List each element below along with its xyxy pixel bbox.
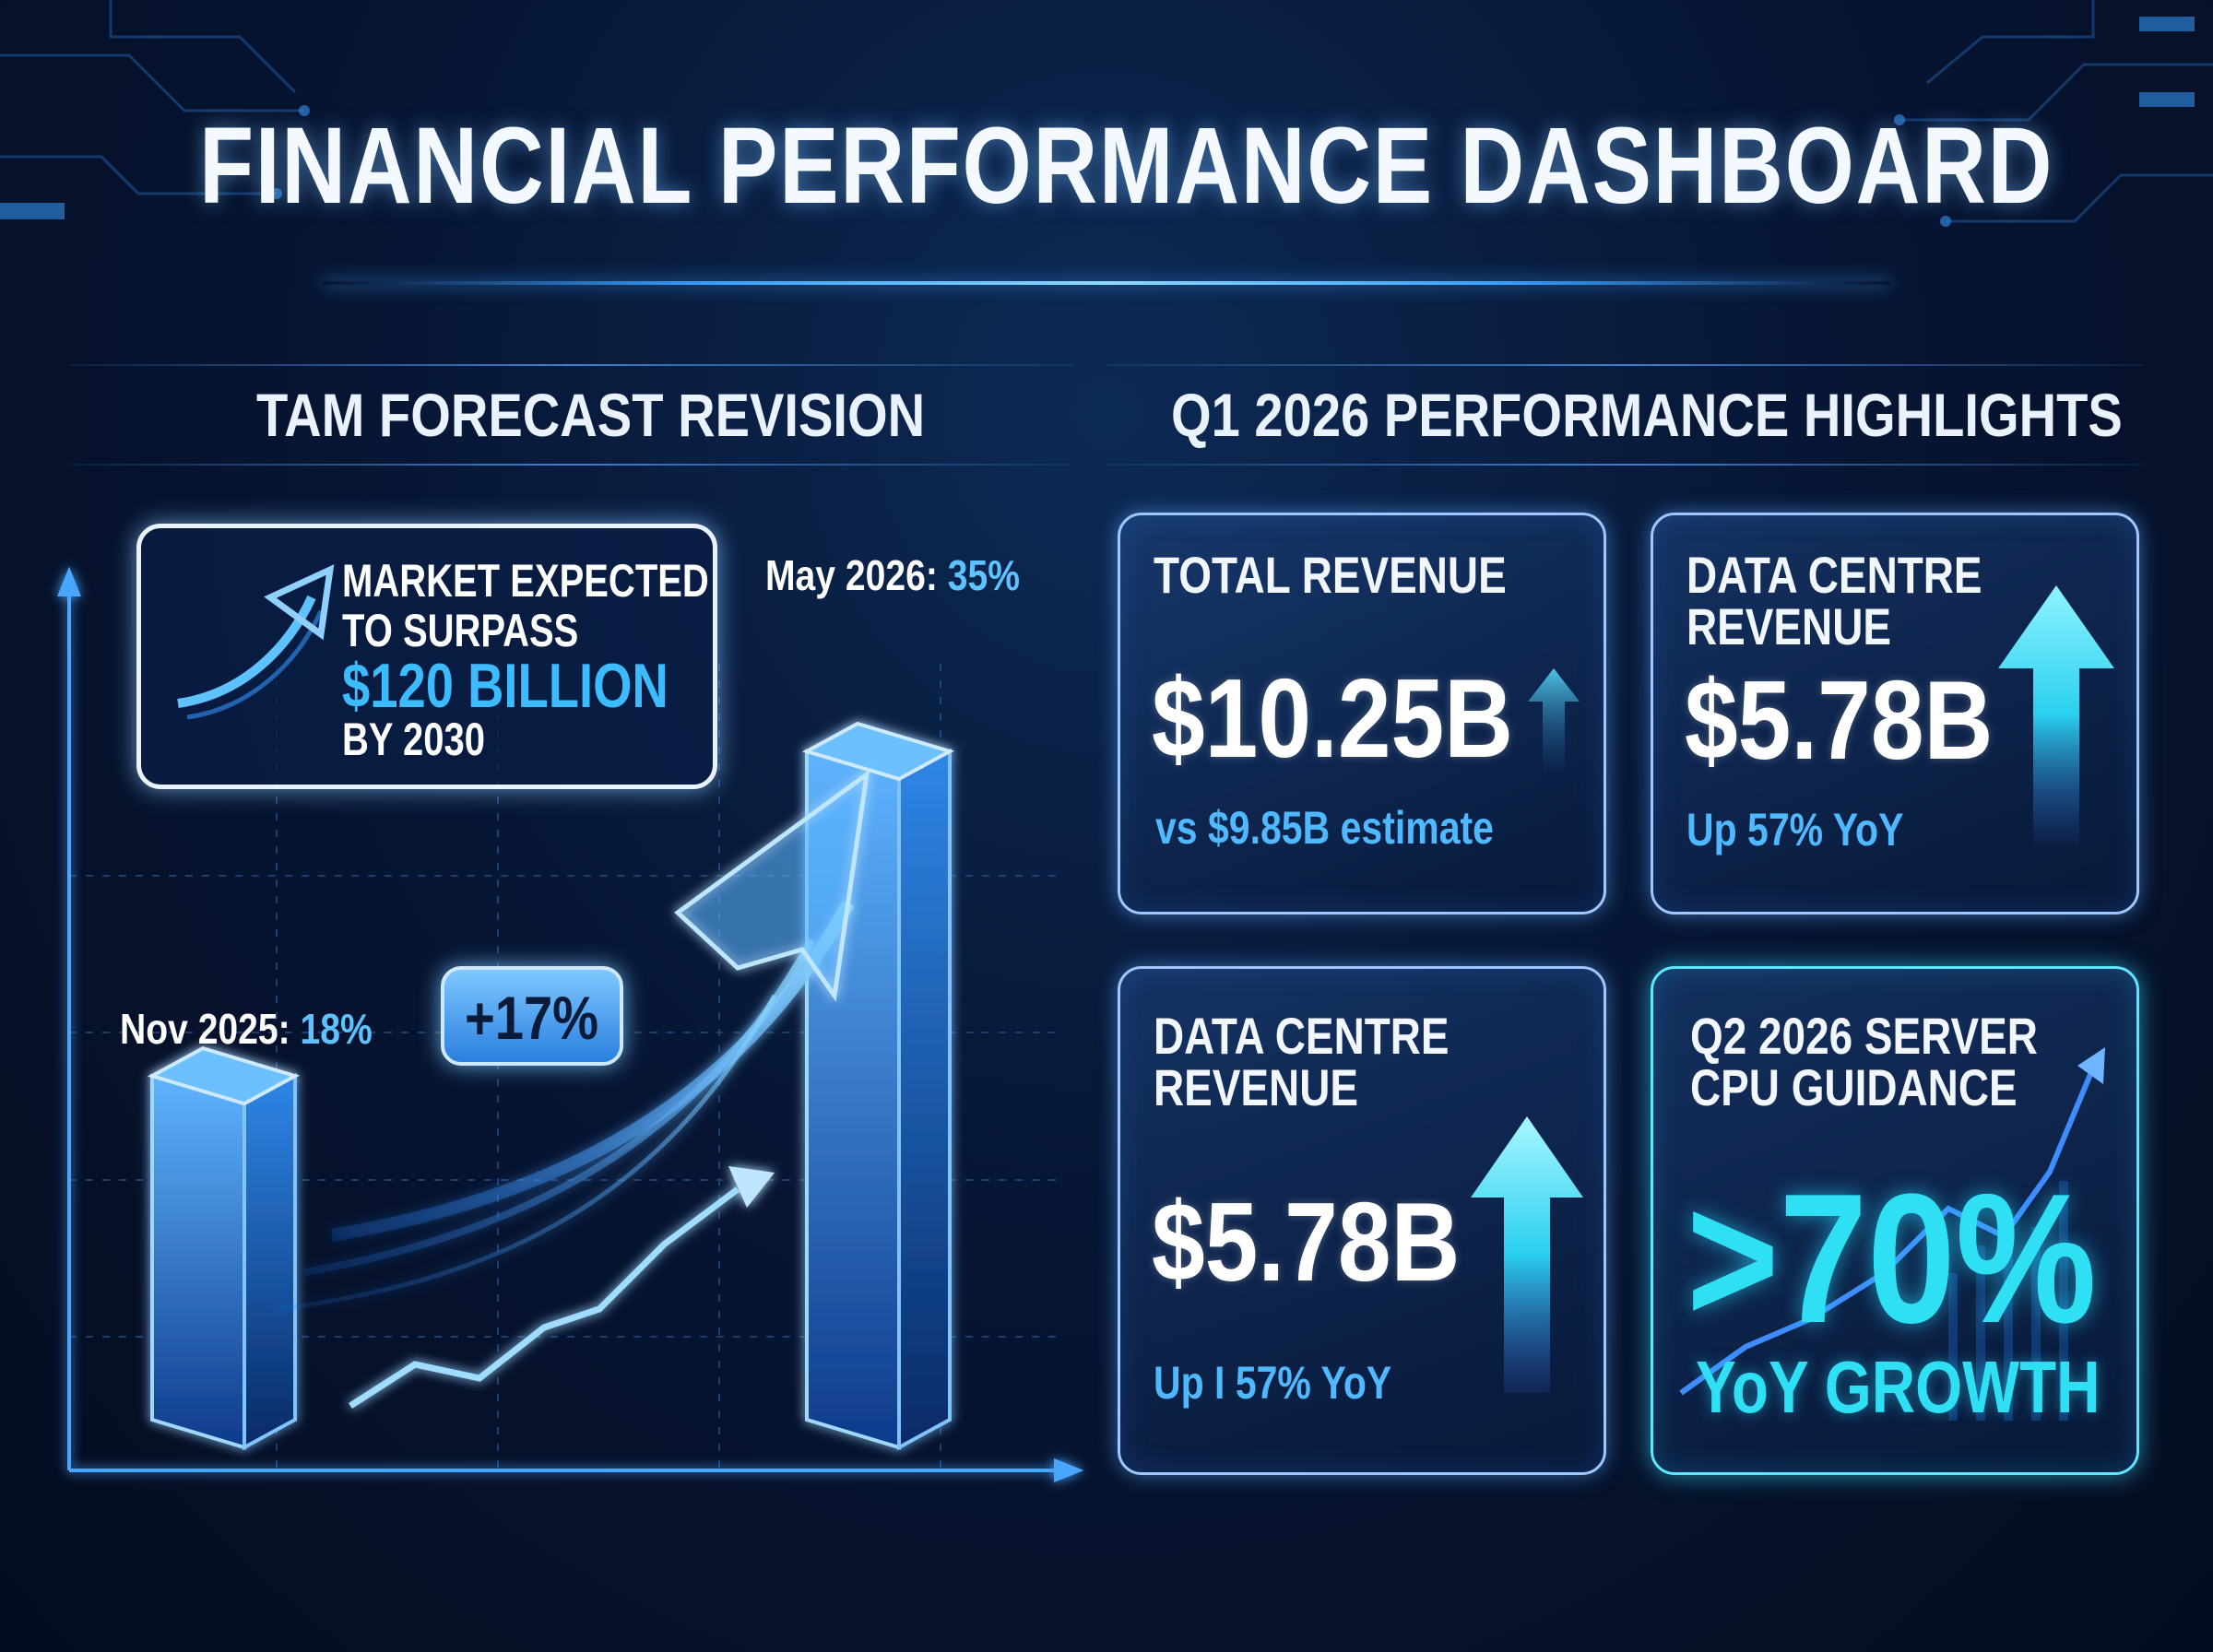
card-cpu-value: >70% bbox=[1686, 1156, 2097, 1362]
card-cpu-title-2: CPU GUIDANCE bbox=[1690, 1058, 2018, 1116]
callout-highlight: $120 BILLION bbox=[342, 651, 669, 721]
card-dc2-title-2: REVENUE bbox=[1154, 1058, 1359, 1116]
card-dc2-title-1: DATA CENTRE bbox=[1154, 1007, 1450, 1065]
card-total-revenue: TOTAL REVENUE $10.25B vs $9.85B estimate bbox=[1118, 513, 1606, 914]
right-heading-rule-top bbox=[1106, 364, 2144, 366]
arrow-up-icon bbox=[1471, 1116, 1583, 1393]
card-dc1-title-1: DATA CENTRE bbox=[1686, 546, 1982, 604]
x-axis-arrow bbox=[1054, 1458, 1084, 1482]
bar-label-may-2026: May 2026: 35% bbox=[765, 552, 1020, 600]
card-data-centre-revenue-1: DATA CENTRE REVENUE $5.78B Up 57% YoY bbox=[1651, 513, 2139, 914]
arrow-up-icon bbox=[1998, 585, 2114, 844]
card-dc1-value: $5.78B bbox=[1685, 657, 1994, 783]
card-data-centre-revenue-2: DATA CENTRE REVENUE $5.78B Up I 57% YoY bbox=[1118, 966, 1606, 1475]
left-panel-heading: TAM FORECAST REVISION bbox=[256, 381, 926, 449]
card-total-revenue-sub: vs $9.85B estimate bbox=[1155, 802, 1494, 854]
card-total-revenue-title: TOTAL REVENUE bbox=[1154, 546, 1507, 604]
arrow-up-right-icon bbox=[177, 564, 335, 720]
card-cpu-sub: YoY GROWTH bbox=[1696, 1346, 2101, 1428]
bar-nov-2025 bbox=[147, 1045, 301, 1451]
right-heading-rule-bottom bbox=[1106, 464, 2144, 466]
right-panel-heading: Q1 2026 PERFORMANCE HIGHLIGHTS bbox=[1171, 381, 2123, 449]
circuit-decoration bbox=[0, 0, 2213, 227]
callout-line-3: BY 2030 bbox=[342, 714, 485, 765]
card-dc1-title-2: REVENUE bbox=[1686, 597, 1892, 655]
card-dc1-sub: Up 57% YoY bbox=[1686, 804, 1904, 856]
callout-line-2: TO SURPASS bbox=[342, 605, 579, 656]
change-badge-text: +17% bbox=[465, 984, 599, 1052]
tam-bar-chart: Nov 2025: 18% May 2026: 35% bbox=[57, 552, 1084, 1482]
market-callout: MARKET EXPECTED TO SURPASS $120 BILLION … bbox=[136, 524, 717, 789]
arrow-up-icon bbox=[1528, 668, 1580, 770]
bar-may-2026 bbox=[801, 721, 955, 1451]
growth-arrow-swoosh bbox=[276, 769, 870, 1409]
bar-label-nov-2025: Nov 2025: 18% bbox=[120, 1006, 373, 1054]
left-heading-rule-bottom bbox=[69, 464, 1074, 466]
change-badge: +17% bbox=[441, 966, 623, 1066]
card-server-cpu-guidance: Q2 2026 SERVER CPU GUIDANCE >70% YoY GRO… bbox=[1651, 966, 2139, 1475]
page-title: FINANCIAL PERFORMANCE DASHBOARD bbox=[199, 105, 2054, 227]
card-dc2-sub: Up I 57% YoY bbox=[1154, 1357, 1392, 1409]
left-heading-rule-top bbox=[69, 364, 1074, 366]
trend-line-icon bbox=[1679, 1047, 2105, 1421]
callout-line-1: MARKET EXPECTED bbox=[342, 555, 709, 607]
y-axis-arrow bbox=[57, 566, 81, 596]
title-divider bbox=[323, 281, 1890, 285]
card-total-revenue-value: $10.25B bbox=[1152, 655, 1514, 781]
card-dc2-value: $5.78B bbox=[1152, 1179, 1461, 1304]
card-cpu-title-1: Q2 2026 SERVER bbox=[1690, 1007, 2038, 1065]
